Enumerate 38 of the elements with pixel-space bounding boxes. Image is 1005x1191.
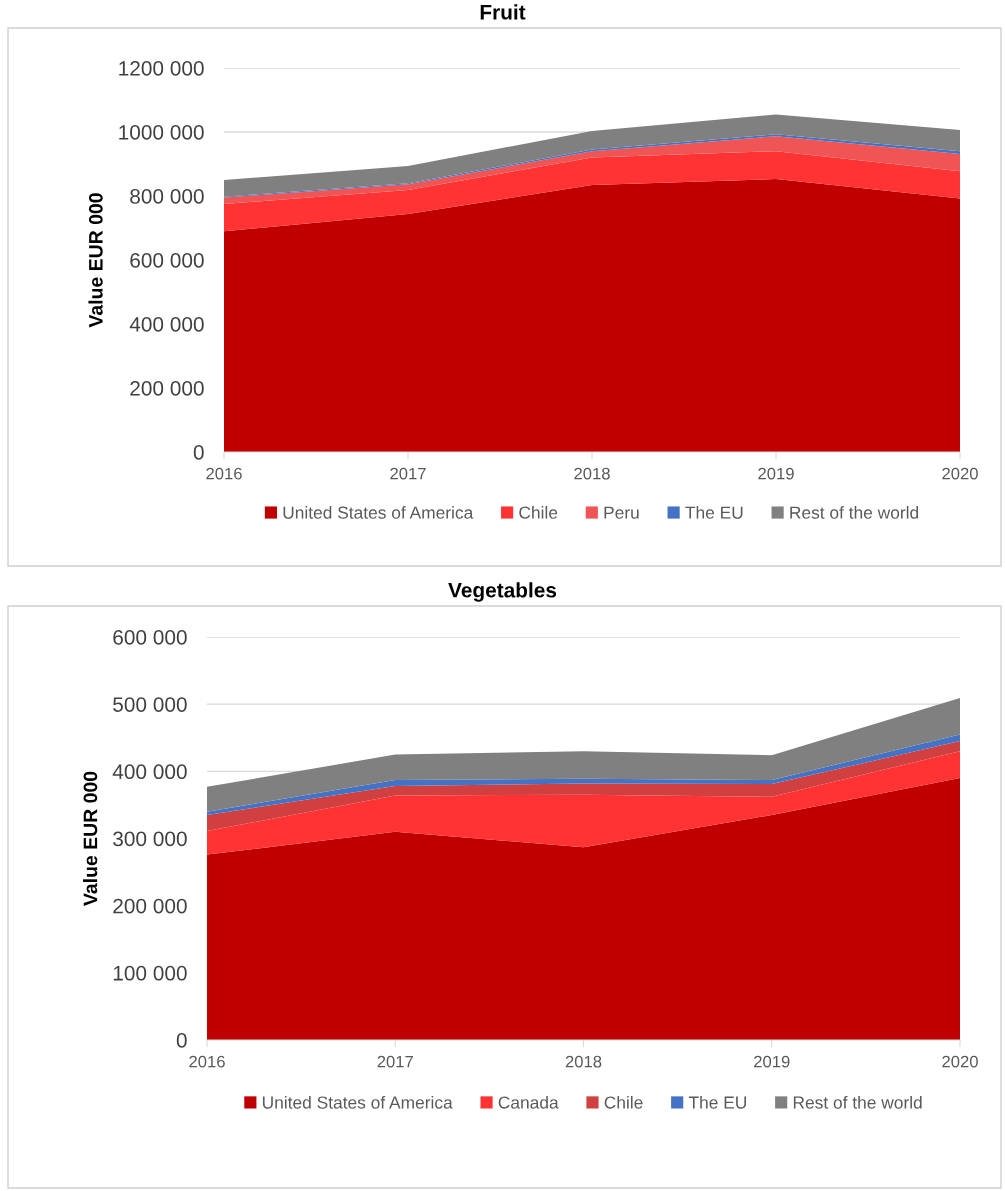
y-tick-label: 800 000 xyxy=(130,189,204,204)
x-tick-label: 2018 xyxy=(565,1055,602,1068)
y-tick-label: 400 000 xyxy=(112,764,187,780)
y-tick-label: 200 000 xyxy=(130,381,204,396)
y-tick-label: 0 xyxy=(193,445,204,460)
chart-title: Fruit xyxy=(480,4,526,20)
legend-label: United States of America xyxy=(262,1095,453,1109)
x-tick-label: 2017 xyxy=(390,467,426,480)
x-tick-label: 2019 xyxy=(754,1055,790,1068)
y-tick-label: 600 000 xyxy=(130,253,204,268)
legend-label: Chile xyxy=(604,1095,643,1109)
legend-label: The EU xyxy=(688,1095,746,1109)
x-tick-label: 2019 xyxy=(758,467,794,480)
y-tick-label: 1000 000 xyxy=(119,125,204,140)
x-tick-label: 2017 xyxy=(377,1055,413,1068)
legend-label: Rest of the world xyxy=(790,506,919,519)
chart-title: Vegetables xyxy=(448,582,557,602)
y-tick-label: 0 xyxy=(176,1033,187,1048)
y-tick-label: 1200 000 xyxy=(119,61,204,76)
y-axis-title: Value EUR 000 xyxy=(88,193,103,328)
y-tick-label: 600 000 xyxy=(113,630,187,645)
y-tick-label: 200 000 xyxy=(113,898,187,914)
y-tick-label: 300 000 xyxy=(113,831,187,847)
x-tick-label: 2020 xyxy=(942,1055,978,1068)
x-tick-label: 2018 xyxy=(574,467,610,480)
y-tick-label: 400 000 xyxy=(129,317,204,332)
legend-label: Chile xyxy=(519,506,558,519)
x-tick-label: 2016 xyxy=(189,1055,225,1068)
y-axis-title: Value EUR 000 xyxy=(83,771,98,906)
x-tick-label: 2020 xyxy=(942,467,978,480)
legend-label: Rest of the world xyxy=(793,1095,922,1109)
legend-label: The EU xyxy=(685,506,743,519)
legend-label: Peru xyxy=(604,506,639,519)
y-tick-label: 500 000 xyxy=(113,697,187,712)
x-tick-label: 2016 xyxy=(206,467,242,480)
y-tick-label: 100 000 xyxy=(113,965,187,981)
legend-label: Canada xyxy=(498,1095,559,1109)
legend-label: United States of America xyxy=(283,506,474,519)
